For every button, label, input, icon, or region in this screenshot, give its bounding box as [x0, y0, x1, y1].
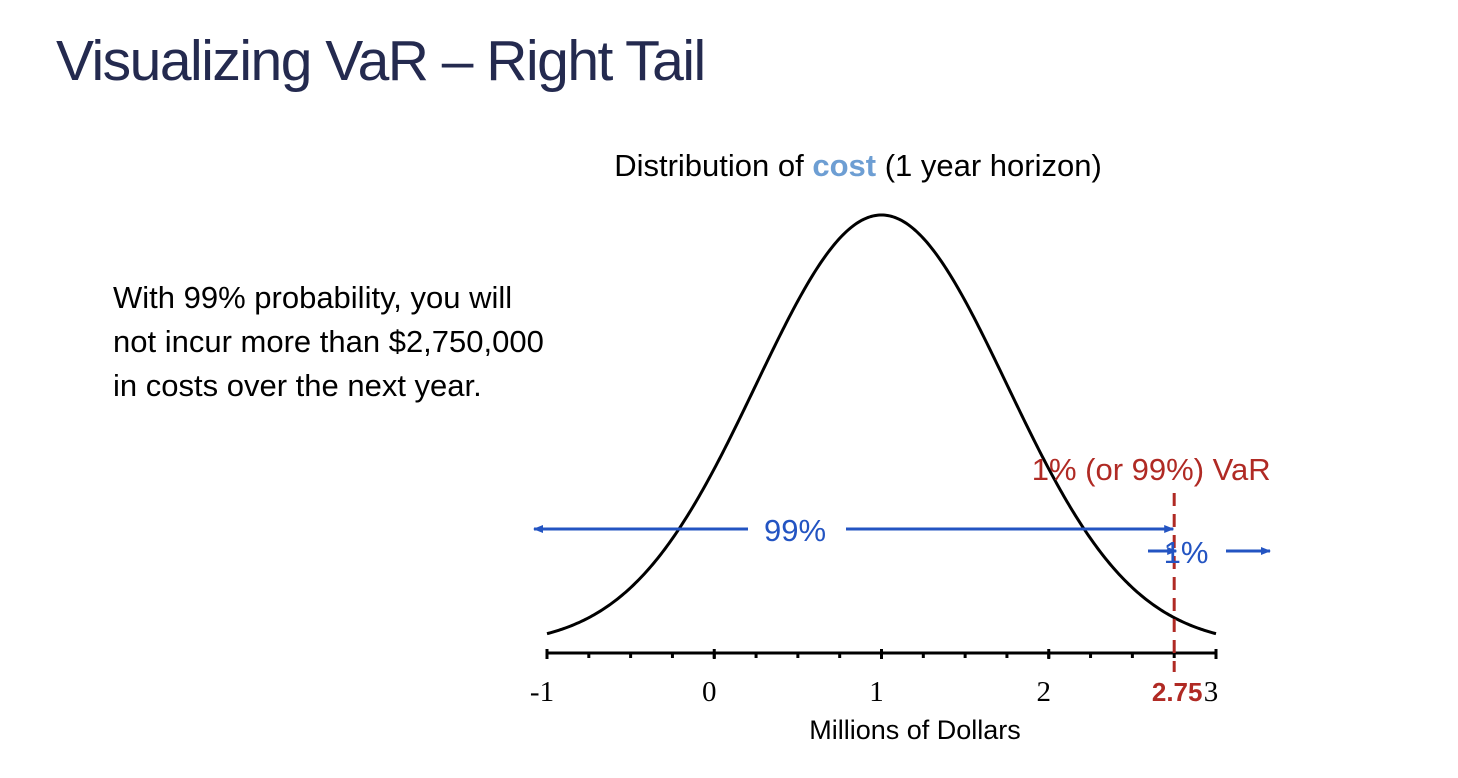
density-curve: [546, 213, 1217, 636]
x-tick-label: 0: [702, 676, 717, 708]
var-annotation: 1% (or 99%) VaR: [1032, 452, 1271, 487]
x-tick-label: -1: [530, 676, 554, 708]
caption-line-1: With 99% probability, you will: [113, 280, 513, 315]
chart-title-accent: cost: [812, 148, 876, 183]
caption-text: With 99% probability, you will not incur…: [113, 276, 673, 408]
chart-title-part-3: (1 year horizon): [876, 148, 1102, 183]
caption-line-3: in costs over the next year.: [113, 368, 482, 403]
x-tick-label: 3: [1204, 676, 1219, 708]
x-axis-label: Millions of Dollars: [809, 715, 1021, 745]
caption-line-2: not incur more than $2,750,000: [113, 324, 544, 359]
x-tick-label: 2: [1037, 676, 1052, 708]
left-region-label: 99%: [764, 513, 826, 548]
x-axis-major-ticks: [545, 649, 1218, 659]
x-axis-tick-labels: -1 0 1 2 3: [530, 676, 1218, 708]
var-value-label: 2.75: [1152, 677, 1203, 707]
chart-title: Distribution of cost (1 year horizon): [614, 148, 1102, 183]
right-region-label: 1%: [1164, 535, 1209, 570]
x-tick-label: 1: [869, 676, 884, 708]
chart-title-part-1: Distribution of: [614, 148, 812, 183]
slide-title: Visualizing VaR – Right Tail: [56, 29, 706, 93]
